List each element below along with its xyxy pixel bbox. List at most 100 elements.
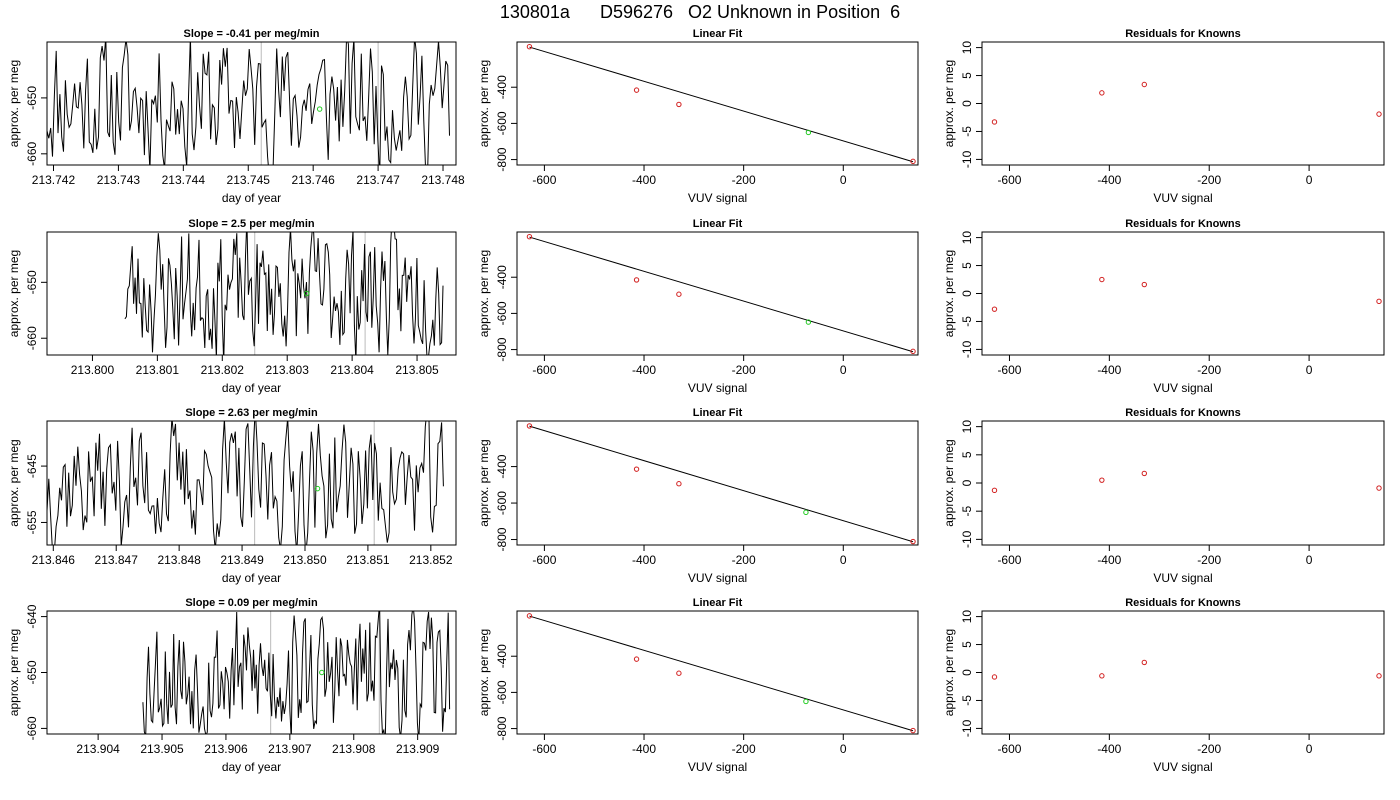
x-tick-label: -400 (1097, 363, 1121, 377)
x-tick-label: -600 (997, 363, 1021, 377)
x-tick-label: -600 (532, 363, 556, 377)
residual-point (1141, 81, 1147, 88)
known-point (910, 348, 916, 355)
x-tick-label: 0 (840, 742, 847, 756)
y-tick-label: -10 (960, 340, 974, 358)
x-tick-label: -600 (532, 173, 556, 187)
plot-area (991, 276, 1382, 312)
x-tick-label: 213.852 (409, 553, 453, 567)
known-point (676, 101, 682, 108)
x-axis-label: day of year (222, 191, 281, 205)
y-tick-label: 10 (960, 231, 974, 245)
residual-point (1376, 485, 1382, 491)
known-point (910, 727, 916, 734)
plot-frame (516, 231, 919, 356)
y-tick-label: -800 (495, 147, 509, 171)
data-trace (142, 611, 451, 734)
x-tick-label: 213.905 (140, 742, 184, 756)
x-axis-label: VUV signal (1153, 381, 1212, 395)
fit-line (529, 46, 914, 163)
x-tick-label: 213.850 (283, 553, 327, 567)
x-tick-label: 213.803 (266, 363, 310, 377)
x-axis-label: VUV signal (688, 571, 747, 585)
panel-4-1: Slope = 0.09 per meg/min 213.904 213.905 21… (7, 597, 457, 774)
residual-point (991, 119, 998, 125)
x-tick-label: 213.748 (421, 173, 465, 187)
data-trace (47, 421, 444, 545)
plot-frame (46, 231, 457, 356)
residual-point (991, 487, 998, 494)
known-point (633, 656, 640, 662)
known-point (526, 423, 533, 429)
x-tick-label: 0 (840, 363, 847, 377)
plot-area (991, 470, 1382, 494)
plot-frame (516, 41, 919, 166)
panel-3-1: Slope = 2.63 per meg/min 213.846 213.847 21… (7, 407, 457, 585)
y-tick-label: -650 (25, 660, 39, 684)
x-tick-label: -200 (1197, 173, 1221, 187)
x-tick-label: -200 (1197, 553, 1221, 567)
x-axis-label: day of year (222, 381, 281, 395)
unknown-point (314, 485, 321, 492)
known-point (910, 158, 916, 165)
known-point (676, 670, 682, 676)
y-tick-label: -800 (495, 527, 509, 551)
y-axis-label: approx. per meg (942, 629, 956, 716)
panel-3-3: Residuals for Knowns -600 -400 -200 0 -10 -5 0 5… (942, 407, 1385, 585)
x-tick-label: 0 (1306, 173, 1313, 187)
panel-1-3: Residuals for Knowns -600 -400 -200 0 -10 -5 0 5… (942, 28, 1385, 205)
known-point (526, 44, 533, 50)
residual-point (1376, 111, 1382, 117)
x-axis-label: day of year (222, 571, 281, 585)
plot-area (991, 659, 1382, 680)
x-tick-label: 213.848 (157, 553, 201, 567)
panel-title: Residuals for Knowns (1125, 597, 1241, 609)
x-tick-label: 0 (840, 173, 847, 187)
y-tick-label: 10 (960, 610, 974, 624)
x-tick-label: -200 (732, 363, 756, 377)
known-point (633, 277, 640, 283)
x-tick-label: -400 (632, 742, 656, 756)
y-tick-label: -600 (495, 111, 509, 135)
x-tick-label: 0 (1306, 363, 1313, 377)
y-axis-label: approx. per meg (7, 250, 21, 337)
y-axis-label: approx. per meg (7, 60, 21, 147)
y-tick-label: -10 (960, 530, 974, 548)
plot-frame (981, 610, 1385, 735)
unknown-point (303, 290, 310, 297)
residual-point (1099, 477, 1105, 483)
known-point (526, 234, 533, 240)
panel-title: Linear Fit (693, 28, 743, 40)
x-tick-label: -200 (1197, 363, 1221, 377)
y-tick-label: -650 (25, 270, 39, 294)
y-tick-label: -650 (25, 86, 39, 110)
x-tick-label: -200 (1197, 742, 1221, 756)
y-tick-label: -10 (960, 150, 974, 168)
y-axis-label: approx. per meg (477, 250, 491, 337)
x-tick-label: -600 (997, 553, 1021, 567)
plot-area (526, 613, 916, 734)
panel-1-2: Linear Fit -600 -400 -200 0 -800 -600 -400 VUV s… (477, 28, 919, 205)
residual-point (991, 306, 998, 312)
x-tick-label: 213.747 (356, 173, 400, 187)
plot-frame (981, 41, 1385, 166)
y-tick-label: 5 (960, 641, 974, 648)
x-tick-label: 213.904 (76, 742, 120, 756)
unknown-point (316, 106, 323, 112)
x-tick-label: 213.802 (201, 363, 245, 377)
y-tick-label: -400 (495, 454, 509, 478)
fit-line (529, 615, 914, 732)
x-tick-label: -200 (732, 173, 756, 187)
x-axis-label: VUV signal (1153, 760, 1212, 774)
residual-point (1099, 90, 1105, 96)
panel-title: Slope = 2.63 per meg/min (185, 407, 318, 419)
plot-area (991, 81, 1382, 125)
x-tick-label: 0 (1306, 553, 1313, 567)
x-tick-label: 213.908 (332, 742, 376, 756)
y-tick-label: -5 (960, 126, 974, 137)
panel-title: Residuals for Knowns (1125, 218, 1241, 230)
y-tick-label: 5 (960, 262, 974, 269)
plot-area (47, 42, 450, 165)
residual-point (1141, 281, 1147, 288)
